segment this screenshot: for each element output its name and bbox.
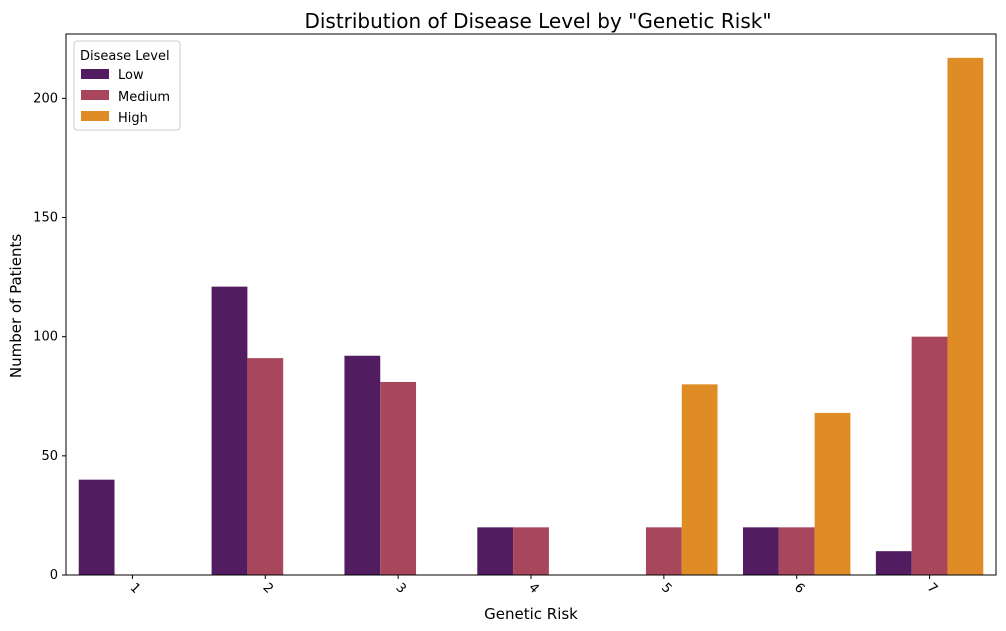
legend-swatch-low <box>81 69 109 79</box>
bar-medium-2 <box>247 358 284 575</box>
y-axis-label: Number of Patients <box>7 234 25 378</box>
legend-label-low: Low <box>118 68 144 83</box>
bar-low-6 <box>743 527 779 575</box>
bar-medium-3 <box>380 381 417 575</box>
bar-low-2 <box>211 286 248 575</box>
x-tick-label-3: 3 <box>392 580 408 596</box>
x-tick-label-1: 1 <box>127 580 143 596</box>
plot-area: 0 50 100 150 200 1 2 3 4 5 6 7 <box>33 33 997 597</box>
legend-swatch-medium <box>81 90 109 100</box>
legend-label-high: High <box>118 111 148 126</box>
bar-low-3 <box>344 355 381 575</box>
bar-high-7 <box>947 57 984 576</box>
legend-frame <box>73 40 181 131</box>
legend: Disease Level Low Medium High <box>73 40 181 131</box>
y-tick-label-50: 50 <box>41 449 58 464</box>
legend-swatch-high <box>81 111 109 121</box>
y-tick-label-200: 200 <box>33 91 58 106</box>
y-tick-label-0: 0 <box>50 568 58 583</box>
x-tick-label-7: 7 <box>924 580 940 596</box>
bar-high-6 <box>814 412 851 575</box>
x-tick-label-4: 4 <box>525 580 541 596</box>
x-tick-label-2: 2 <box>260 580 276 596</box>
x-axis-label: Genetic Risk <box>484 605 578 623</box>
bar-medium-6 <box>778 527 815 575</box>
bar-medium-4 <box>513 527 549 575</box>
bar-low-4 <box>477 527 514 575</box>
axes-frame <box>65 33 997 576</box>
legend-label-medium: Medium <box>118 90 170 105</box>
bar-medium-7 <box>911 336 948 575</box>
bar-low-7 <box>875 551 912 575</box>
bar-medium-5 <box>645 527 682 575</box>
chart-title: Distribution of Disease Level by "Geneti… <box>304 9 771 33</box>
y-tick-label-150: 150 <box>33 211 58 226</box>
x-tick-label-6: 6 <box>791 580 807 596</box>
legend-title: Disease Level <box>80 49 170 64</box>
y-tick-label-100: 100 <box>33 330 58 345</box>
bar-low-1 <box>78 479 115 575</box>
bar-high-5 <box>681 384 718 575</box>
x-tick-label-5: 5 <box>658 580 674 596</box>
